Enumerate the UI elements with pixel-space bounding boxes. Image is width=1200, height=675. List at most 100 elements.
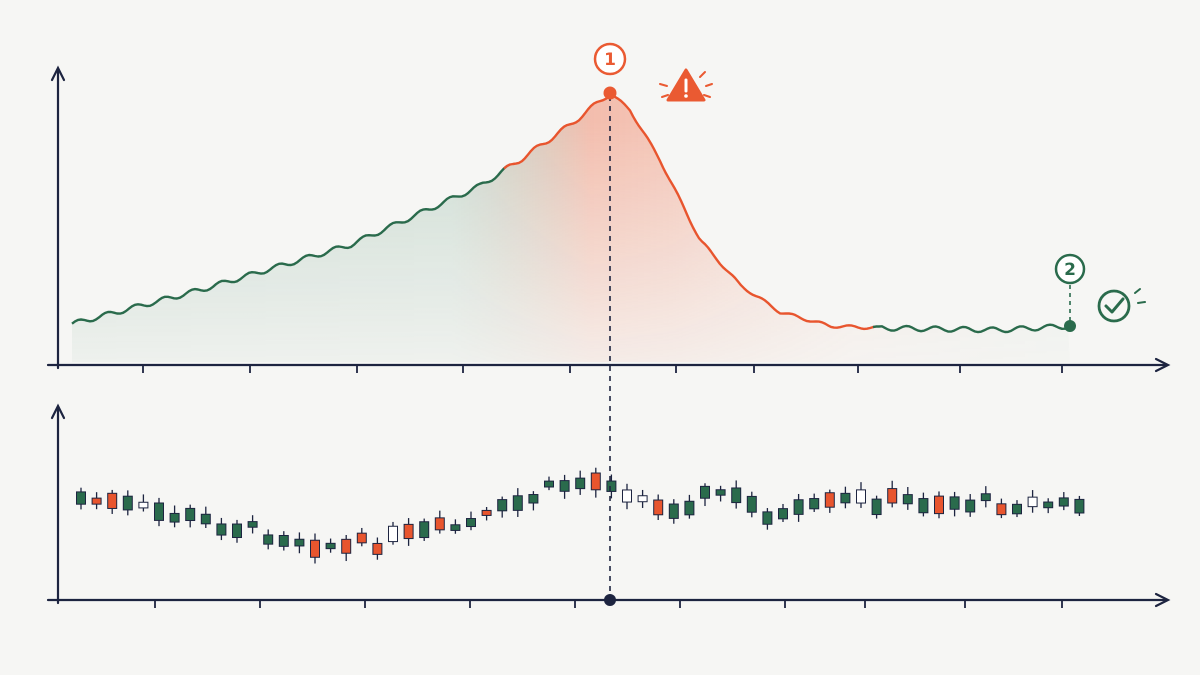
arrow	[1154, 357, 1171, 373]
candle-body	[809, 498, 820, 510]
candle-body	[310, 539, 320, 558]
candle-body	[778, 508, 788, 520]
line	[71, 165, 508, 325]
candle-body	[871, 498, 882, 516]
check-circle	[1097, 289, 1131, 323]
candle-body	[949, 496, 960, 510]
arrow	[1154, 592, 1171, 608]
candle-body	[731, 487, 742, 504]
candles	[76, 467, 1085, 564]
candle-body	[653, 499, 664, 516]
peak-dot	[603, 86, 617, 100]
candle-body	[419, 521, 430, 539]
candle-body	[122, 495, 133, 511]
line	[503, 94, 877, 331]
candle-body	[559, 480, 570, 492]
top-axes	[46, 65, 1171, 373]
candle-body	[341, 538, 352, 554]
candle-body	[278, 534, 289, 547]
check-icon	[1097, 288, 1146, 323]
candle-body	[388, 525, 398, 543]
candle-body	[980, 493, 991, 502]
area-layer	[72, 95, 1070, 363]
candle-body	[528, 494, 539, 504]
ray	[1137, 301, 1146, 304]
candle-body	[200, 513, 211, 525]
candle-body	[185, 507, 196, 522]
candle-body	[668, 503, 679, 519]
candle-body	[700, 485, 710, 499]
candle-body	[91, 497, 102, 505]
candle-body	[154, 502, 164, 521]
candle-body	[544, 480, 554, 488]
candle-body	[856, 489, 866, 504]
candle-body	[762, 511, 773, 525]
dot	[604, 594, 616, 606]
candle-body	[840, 492, 851, 504]
candle-body	[138, 501, 149, 509]
candle-body	[887, 488, 898, 504]
candle-body	[403, 523, 414, 540]
arrow	[50, 65, 66, 82]
candle-body	[902, 494, 913, 505]
candle-body	[76, 491, 86, 505]
warning-dot	[684, 94, 688, 98]
candle-body	[294, 538, 305, 547]
candle-body	[372, 542, 383, 555]
ray	[703, 94, 711, 98]
candle-body	[450, 524, 461, 531]
candle-body	[824, 492, 835, 508]
candle-body	[575, 477, 586, 490]
line	[872, 323, 1069, 334]
arrow	[50, 403, 66, 420]
candle-body	[1043, 501, 1054, 509]
candle-body	[216, 523, 227, 536]
marker-circle	[1054, 253, 1086, 285]
ray	[1134, 288, 1141, 294]
candle-body	[356, 532, 367, 544]
candle-body	[325, 542, 336, 550]
candle-body	[1027, 496, 1038, 508]
candle-body	[232, 523, 242, 539]
candle-body	[965, 499, 976, 513]
candle-body	[934, 495, 944, 515]
candle-body	[466, 518, 476, 528]
marker-label: 2	[1064, 260, 1076, 280]
ray	[659, 83, 668, 87]
candle-body	[512, 495, 523, 511]
marker-label: 1	[604, 50, 616, 70]
marker-circle	[593, 42, 627, 76]
rays	[1134, 288, 1146, 304]
candle-body	[169, 512, 180, 523]
line-layer	[71, 94, 1069, 334]
check-mark	[1104, 297, 1125, 314]
candle-body	[1058, 497, 1069, 507]
candle-body	[793, 499, 804, 515]
candle-body	[247, 521, 258, 528]
candle-body	[918, 498, 929, 514]
candle-body	[746, 495, 757, 513]
ray	[699, 71, 706, 78]
candle-body	[622, 489, 632, 503]
candle-body	[590, 472, 601, 491]
area	[72, 95, 1070, 363]
candle-body	[481, 509, 492, 516]
candle-body	[996, 503, 1007, 516]
candle-body	[263, 534, 274, 545]
warning-icon	[659, 68, 713, 102]
candle-body	[684, 500, 695, 516]
ticks	[142, 365, 1063, 608]
candle-body	[606, 480, 617, 492]
candle-body	[1012, 503, 1022, 515]
candle-body	[107, 492, 118, 509]
ray	[661, 94, 669, 98]
candle-body	[1074, 498, 1085, 514]
end-dot	[1064, 320, 1076, 332]
rays	[659, 71, 713, 98]
candle-body	[434, 517, 445, 531]
candle-body	[497, 499, 508, 512]
candle-body	[715, 489, 726, 496]
candle-body	[637, 495, 648, 503]
